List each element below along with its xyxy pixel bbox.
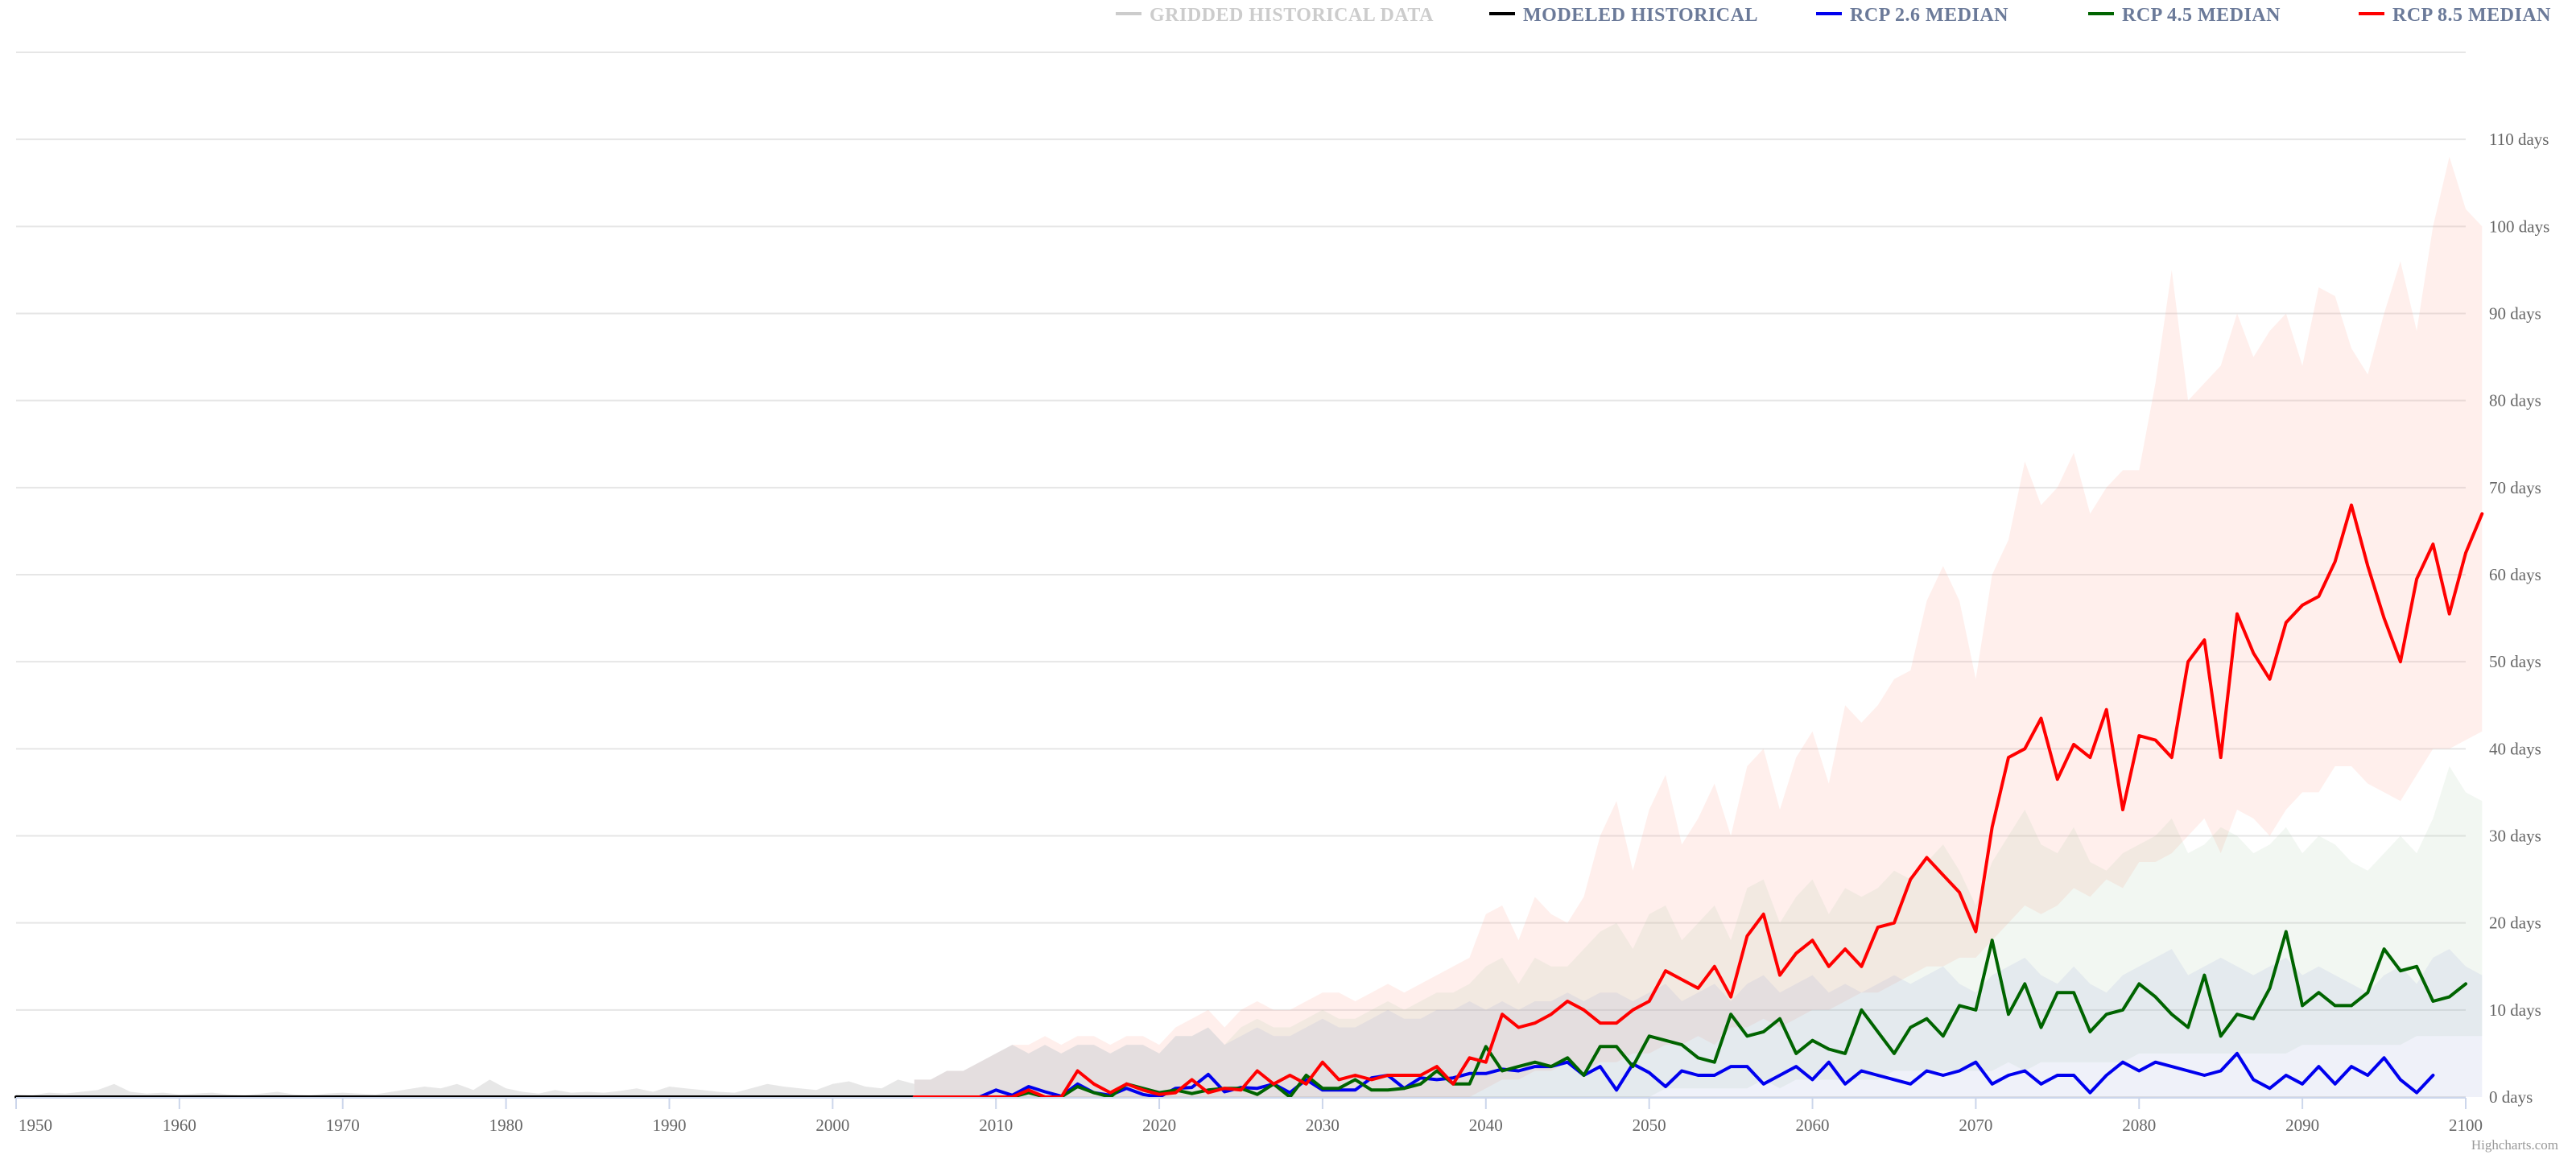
x-tick-label: 2010 [979,1116,1013,1135]
y-tick-label: 60 days [2489,565,2541,584]
legend-label: RCP 8.5 MEDIAN [2392,5,2551,26]
legend-item[interactable]: RCP 2.6 MEDIAN [1816,5,2008,26]
x-tick-label: 1950 [19,1116,52,1135]
y-tick-label: 100 days [2489,217,2549,236]
x-tick-label: 1970 [326,1116,360,1135]
x-tick-label: 2020 [1142,1116,1176,1135]
legend-label: GRIDDED HISTORICAL DATA [1150,5,1434,26]
y-tick-label: 70 days [2489,478,2541,497]
legend-item[interactable]: RCP 8.5 MEDIAN [2359,5,2551,26]
y-tick-label: 30 days [2489,827,2541,846]
legend[interactable]: GRIDDED HISTORICAL DATA MODELED HISTORICA… [1116,5,2551,26]
y-tick-label: 110 days [2489,130,2549,149]
legend-label: RCP 4.5 MEDIAN [2122,5,2281,26]
x-tick-label: 1960 [163,1116,196,1135]
y-tick-label: 0 days [2489,1087,2533,1107]
x-tick-label: 2100 [2449,1116,2483,1135]
x-tick-label: 2050 [1633,1116,1666,1135]
x-tick-label: 2000 [815,1116,849,1135]
series-line [912,503,2484,1099]
y-tick-label: 80 days [2489,391,2541,410]
x-tick-label: 2090 [2285,1116,2319,1135]
x-tick-label: 2040 [1469,1116,1503,1135]
y-tick-label: 20 days [2489,914,2541,933]
y-tick-label: 90 days [2489,304,2541,324]
range-area [914,949,2483,1097]
x-tick-label: 1990 [652,1116,686,1135]
x-tick-label: 2080 [2122,1116,2156,1135]
axes: 0 days 10 days 20 days 30 days 40 days 50 day… [15,130,2549,1135]
x-tick-label: 2030 [1306,1116,1340,1135]
legend-item[interactable]: MODELED HISTORICAL [1489,5,1758,26]
range-area [914,766,2483,1097]
legend-label: MODELED HISTORICAL [1523,5,1758,26]
range-area [16,1079,914,1097]
y-tick-label: 50 days [2489,652,2541,671]
range-areas [16,156,2483,1097]
legend-label: RCP 2.6 MEDIAN [1850,5,2008,26]
grid-lines [16,52,2466,1098]
legend-item[interactable]: RCP 4.5 MEDIAN [2088,5,2281,26]
y-tick-label: 10 days [2489,1000,2541,1020]
x-tick-label: 2070 [1959,1116,1992,1135]
credits-text[interactable]: Highcharts.com [2471,1137,2558,1153]
y-tick-label: 40 days [2489,739,2541,758]
legend-item[interactable]: GRIDDED HISTORICAL DATA [1116,5,1434,26]
range-area [914,156,2483,1097]
series-line [912,930,2467,1099]
x-tick-label: 1980 [489,1116,523,1135]
x-tick-label: 2060 [1796,1116,1830,1135]
